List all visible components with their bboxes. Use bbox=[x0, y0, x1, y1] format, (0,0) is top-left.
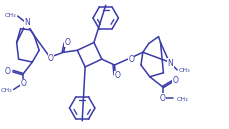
Text: O: O bbox=[172, 76, 178, 85]
Text: CH₃: CH₃ bbox=[179, 68, 191, 73]
Text: CH₃: CH₃ bbox=[5, 13, 17, 18]
Text: O: O bbox=[48, 54, 54, 63]
Text: CH₃: CH₃ bbox=[1, 88, 13, 93]
Text: O: O bbox=[114, 71, 120, 80]
Text: O: O bbox=[5, 67, 11, 76]
Text: CH₃: CH₃ bbox=[176, 97, 188, 102]
Text: O: O bbox=[65, 38, 71, 47]
Text: N: N bbox=[167, 59, 173, 68]
Text: O: O bbox=[21, 79, 26, 88]
Text: O: O bbox=[160, 94, 165, 103]
Text: N: N bbox=[25, 18, 30, 27]
Text: O: O bbox=[128, 55, 134, 64]
